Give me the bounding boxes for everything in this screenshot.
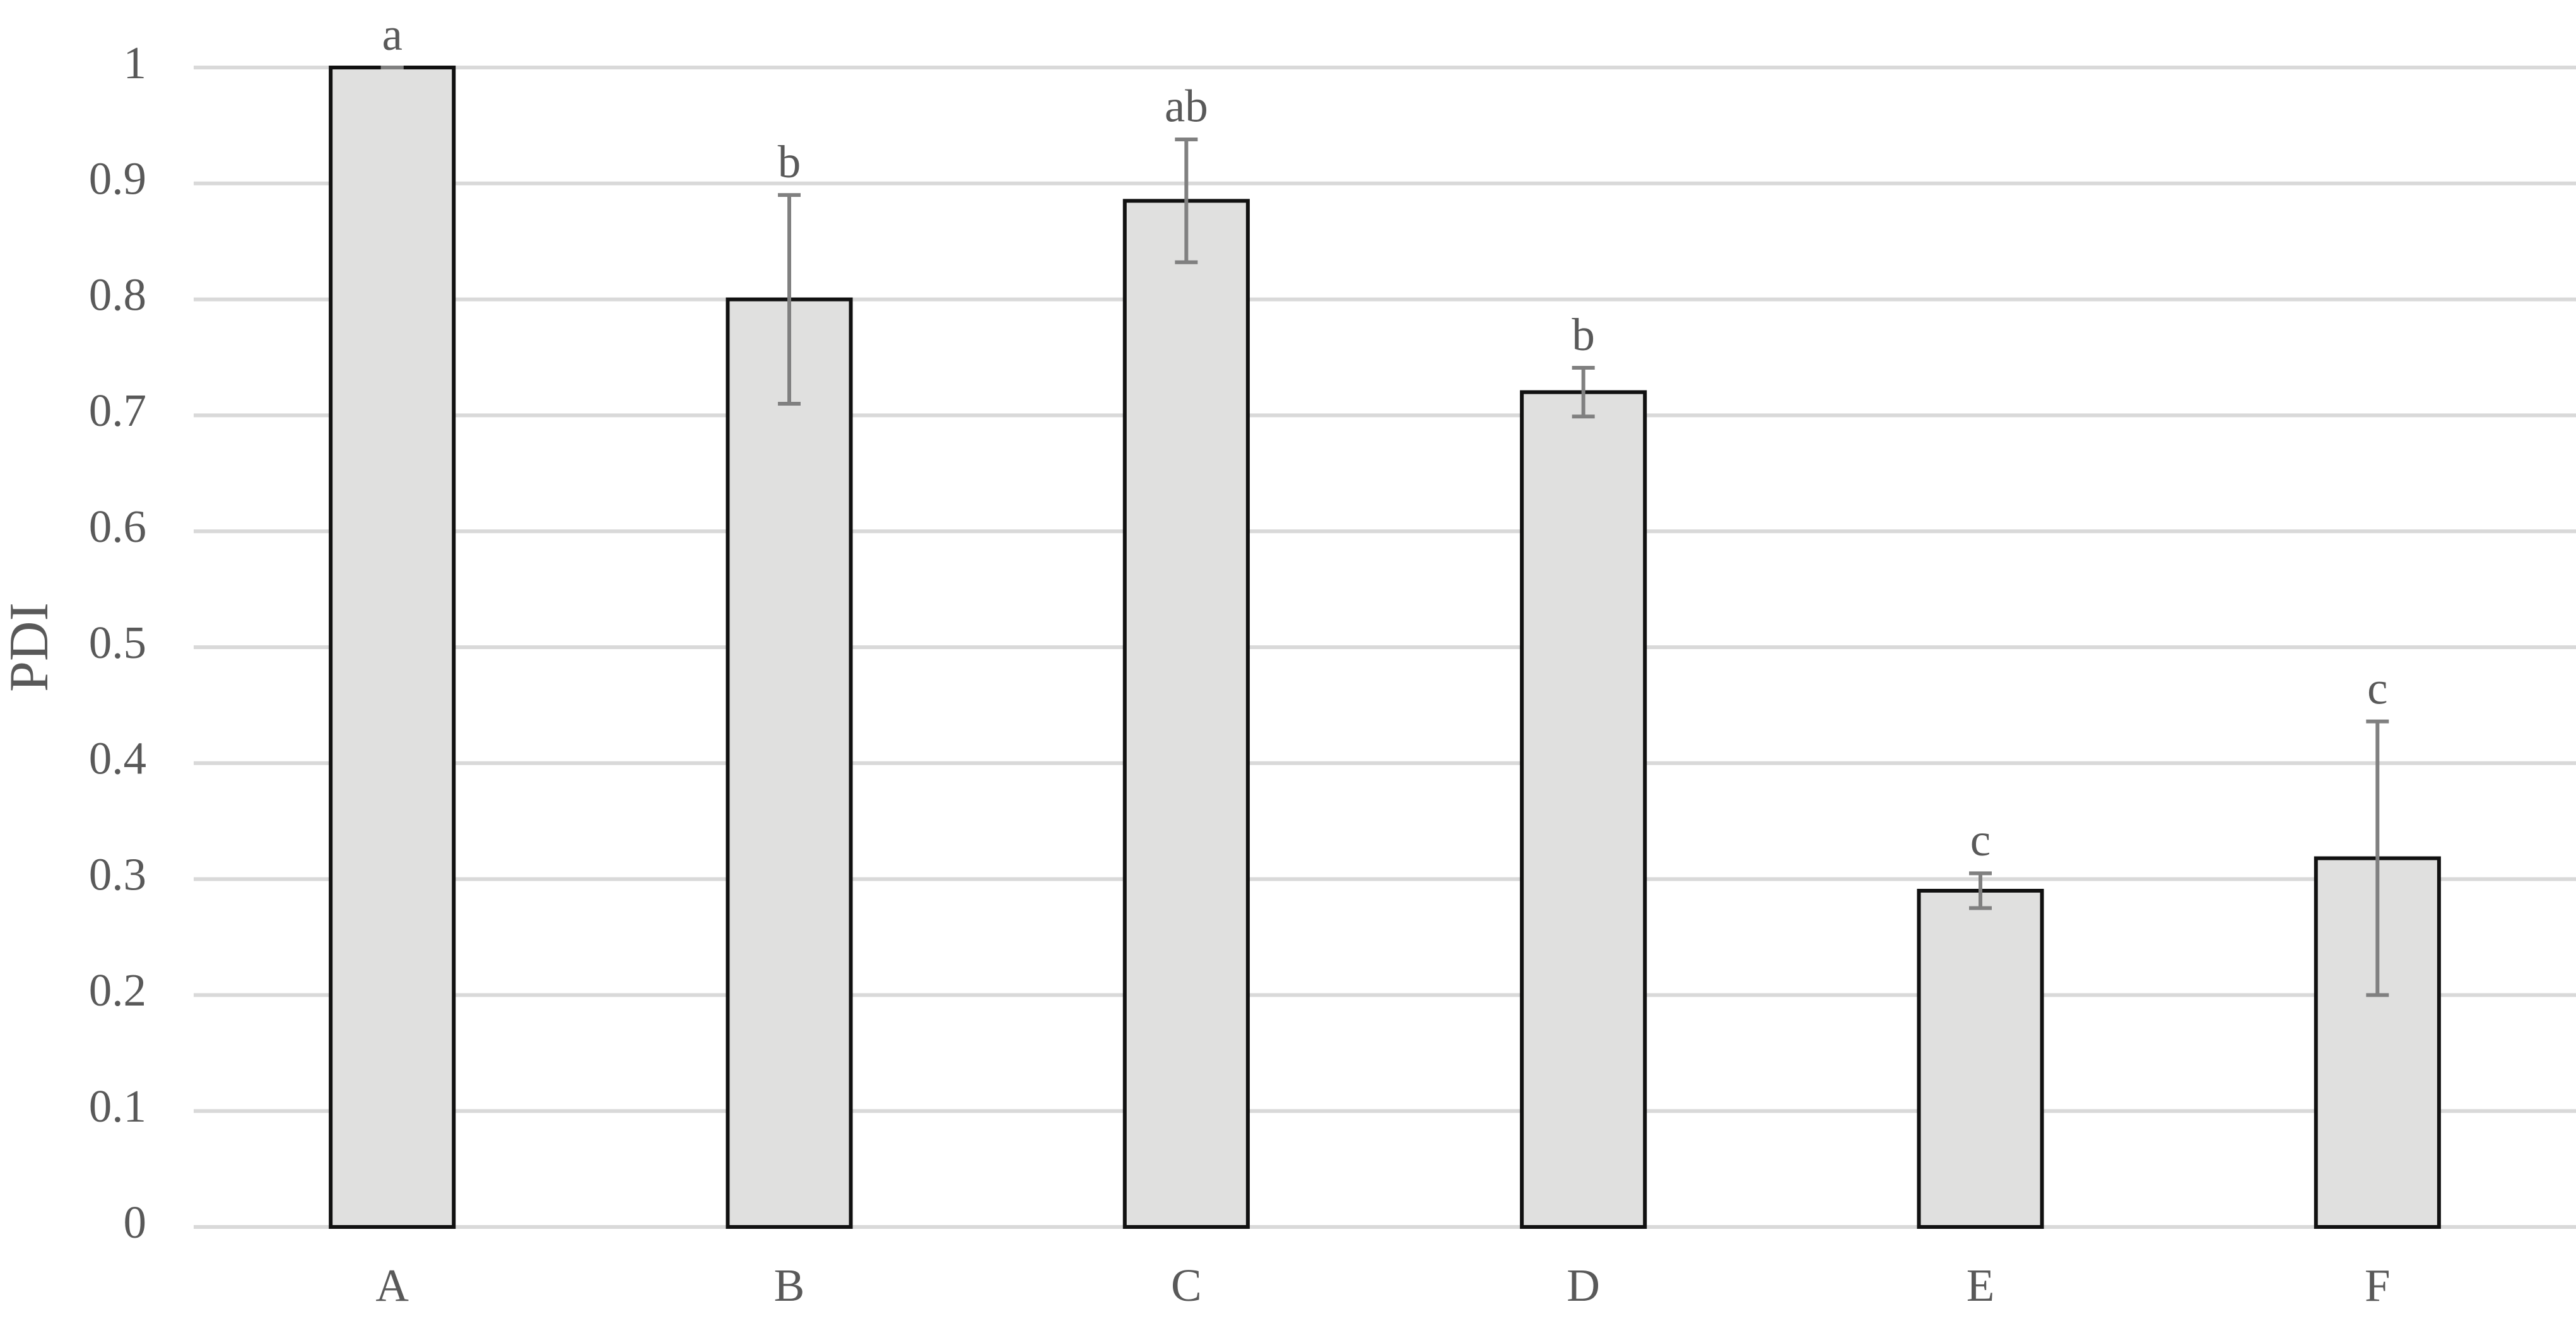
y-tick-label: 0.4 [89, 733, 146, 784]
x-tick-label: B [774, 1260, 805, 1311]
error-bar [1969, 871, 1992, 910]
x-tick-label: D [1567, 1260, 1600, 1311]
y-tick-label: 0.7 [89, 385, 146, 436]
significance-label: c [2367, 662, 2387, 713]
error-bar [2366, 719, 2389, 997]
significance-label: b [778, 136, 801, 187]
y-tick-label: 0.3 [89, 848, 146, 900]
y-tick-label: 0.1 [89, 1081, 146, 1132]
bar [329, 66, 456, 1229]
y-tick-label: 0.5 [89, 617, 146, 668]
error-bar [778, 193, 801, 406]
significance-label: ab [1165, 81, 1208, 132]
y-axis-label: PDI [0, 602, 60, 692]
x-tick-label: E [1967, 1260, 1995, 1311]
y-tick-label: 0.8 [89, 269, 146, 320]
bar [1917, 888, 2044, 1229]
error-bar [1175, 137, 1198, 264]
x-tick-label: F [2365, 1260, 2391, 1311]
bar [726, 297, 853, 1229]
y-tick-label: 0.9 [89, 153, 146, 204]
bar [1122, 199, 1250, 1229]
y-tick-label: 0.2 [89, 965, 146, 1016]
significance-label: b [1572, 309, 1595, 360]
y-tick-label: 1 [124, 37, 147, 88]
y-tick-label: 0 [124, 1197, 147, 1248]
x-tick-label: A [375, 1260, 409, 1311]
x-tick-label: C [1171, 1260, 1202, 1311]
bar [1520, 390, 1647, 1229]
significance-label: a [382, 9, 402, 60]
y-tick-label: 0.6 [89, 501, 146, 552]
error-bar [1572, 366, 1595, 419]
significance-label: c [1970, 814, 1991, 865]
